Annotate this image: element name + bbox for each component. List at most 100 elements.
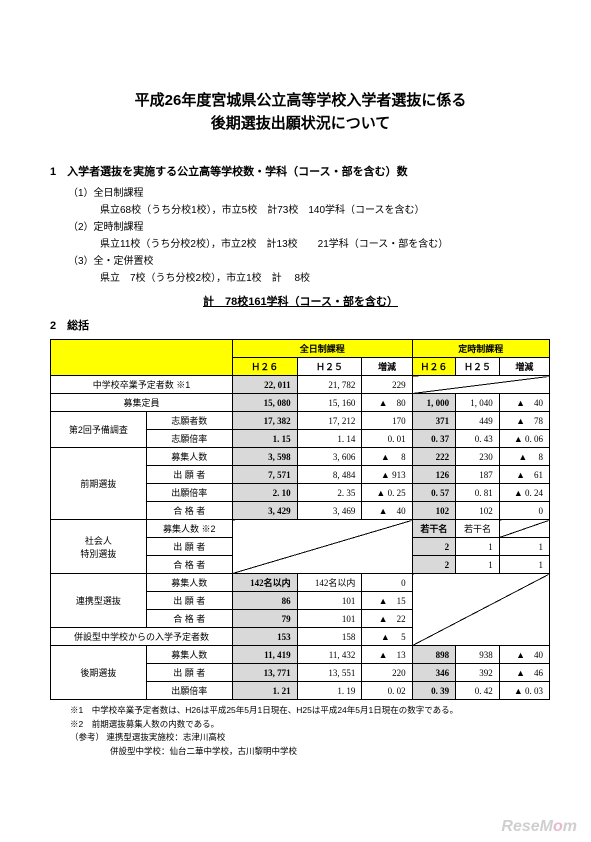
cell: ▲ 913 [362, 466, 412, 484]
cell-label: 合 格 者 [146, 502, 232, 520]
cell: 1. 15 [232, 430, 297, 448]
section2-heading: 2 総括 [50, 317, 551, 333]
cell: ▲ 22 [362, 610, 412, 628]
cell: 若干名 [412, 520, 456, 538]
cell: 101 [297, 610, 362, 628]
wm-part2: o [553, 818, 563, 835]
cell: ▲ 0. 24 [499, 484, 549, 502]
cell: 0. 43 [456, 430, 500, 448]
summary-table: 全日制課程 定時制課程 Ｈ２６ Ｈ２５ 増減 Ｈ２６ Ｈ２５ 増減 中学校卒業予… [50, 339, 550, 700]
th-h25-2: Ｈ２５ [456, 358, 500, 376]
cell: 346 [412, 664, 456, 682]
cell: 0 [362, 574, 412, 592]
cell: 3, 606 [297, 448, 362, 466]
cell: ▲ 0. 03 [499, 682, 549, 700]
sec1-item2-label: （2）定時制課程 [68, 219, 551, 236]
cell-diag [232, 520, 412, 574]
cell: 187 [456, 466, 500, 484]
row-renkei1: 連携型選抜 募集人数 142名以内 142名以内 0 [51, 574, 550, 592]
cell: 21, 782 [297, 376, 362, 394]
cell: 101 [297, 592, 362, 610]
cell: 1. 14 [297, 430, 362, 448]
cell: 11, 419 [232, 646, 297, 664]
cell: 1 [499, 556, 549, 574]
cell-label: 出願倍率 [146, 484, 232, 502]
footnotes: ※1 中学校卒業予定者数は、H26は平成25年5月1日現在、H25は平成24年5… [70, 704, 551, 758]
title-line1: 平成26年度宮城県公立高等学校入学者選抜に係る [135, 92, 467, 109]
cell: ▲ 61 [499, 466, 549, 484]
cell: ▲ 0. 25 [362, 484, 412, 502]
cell: ▲ 46 [499, 664, 549, 682]
wm-part1: ReseM [501, 818, 553, 835]
row-shakai1: 社会人 特別選抜 募集人数 ※2 若干名 若干名 [51, 520, 550, 538]
sec1-item1-text: 県立68校（うち分校1校），市立5校 計73校 140学科（コースを含む） [100, 202, 551, 219]
row-zenki1: 前期選抜 募集人数 3, 598 3, 606 ▲ 8 222 230 ▲ 8 [51, 448, 550, 466]
sec1-item2-text: 県立11校（うち分校2校），市立2校 計13校 21学科（コース・部を含む） [100, 236, 551, 253]
cell: 102 [456, 502, 500, 520]
cell: 0. 57 [412, 484, 456, 502]
cell-group: 第2回予備調査 [51, 412, 147, 448]
cell: ▲ 40 [499, 646, 549, 664]
cell-label: 出 願 者 [146, 466, 232, 484]
cell-label: 出 願 者 [146, 538, 232, 556]
cell-label: 募集人数 [146, 448, 232, 466]
cell: 若干名 [456, 520, 500, 538]
cell: ▲ 8 [499, 448, 549, 466]
th-delta-2: 増減 [499, 358, 549, 376]
cell: 142名以内 [232, 574, 297, 592]
row-grad: 中学校卒業予定者数 ※1 22, 011 21, 782 229 [51, 376, 550, 394]
th-teiji: 定時制課程 [412, 340, 549, 358]
cell-label: 募集人数 ※2 [146, 520, 232, 538]
cell-label: 合 格 者 [146, 556, 232, 574]
cell: 1 [499, 538, 549, 556]
section1-total: 計 78校161学科（コース・部を含む） [50, 293, 551, 309]
cell-label: 合 格 者 [146, 610, 232, 628]
cell: ▲ 8 [362, 448, 412, 466]
cell: 15, 160 [297, 394, 362, 412]
cell: 170 [362, 412, 412, 430]
cell: 11, 432 [297, 646, 362, 664]
cell: 3, 469 [297, 502, 362, 520]
row-bosyu: 募集定員 15, 080 15, 160 ▲ 80 1, 000 1, 040 … [51, 394, 550, 412]
watermark-logo: ReseMom [501, 818, 577, 836]
cell: 142名以内 [297, 574, 362, 592]
note2: ※2 前期選抜募集人数の内数である。 [70, 718, 551, 732]
cell: 153 [232, 628, 297, 646]
cell: 222 [412, 448, 456, 466]
cell: 0. 01 [362, 430, 412, 448]
th-blank [51, 340, 233, 376]
cell-label: 志願倍率 [146, 430, 232, 448]
cell: 1, 040 [456, 394, 500, 412]
cell-group: 社会人 特別選抜 [51, 520, 147, 574]
cell-label: 志願者数 [146, 412, 232, 430]
cell-label: 募集定員 [51, 394, 233, 412]
note3a: 連携型選抜実施校：志津川高校 [106, 732, 225, 742]
cell-label: 出 願 者 [146, 664, 232, 682]
cell: 2 [412, 538, 456, 556]
sec1-item3-label: （3）全・定併置校 [68, 253, 551, 270]
cell: 22, 011 [232, 376, 297, 394]
cell: ▲ 13 [362, 646, 412, 664]
sec1-item1-label: （1）全日制課程 [68, 185, 551, 202]
note3-label: （参考） [70, 732, 104, 742]
document-title: 平成26年度宮城県公立高等学校入学者選抜に係る 後期選抜出願状況について [50, 90, 551, 135]
th-zenjitsu: 全日制課程 [232, 340, 412, 358]
cell: 0. 02 [362, 682, 412, 700]
cell-group: 前期選抜 [51, 448, 147, 520]
cell: 17, 382 [232, 412, 297, 430]
title-line2: 後期選抜出願状況について [211, 115, 391, 132]
wm-part3: m [563, 818, 577, 835]
note3b: 併設型中学校：仙台二華中学校，古川黎明中学校 [110, 745, 551, 759]
cell-label: 募集人数 [146, 574, 232, 592]
cell: 8, 484 [297, 466, 362, 484]
cell: 0. 37 [412, 430, 456, 448]
cell-diag [499, 520, 549, 538]
cell: 1. 21 [232, 682, 297, 700]
cell-label: 出願倍率 [146, 682, 232, 700]
sec1-item3-text: 県立 7校（うち分校2校），市立1校 計 8校 [100, 270, 551, 287]
cell: ▲ 80 [362, 394, 412, 412]
cell: 449 [456, 412, 500, 430]
cell: 13, 551 [297, 664, 362, 682]
cell: 229 [362, 376, 412, 394]
cell-diag [412, 574, 549, 646]
